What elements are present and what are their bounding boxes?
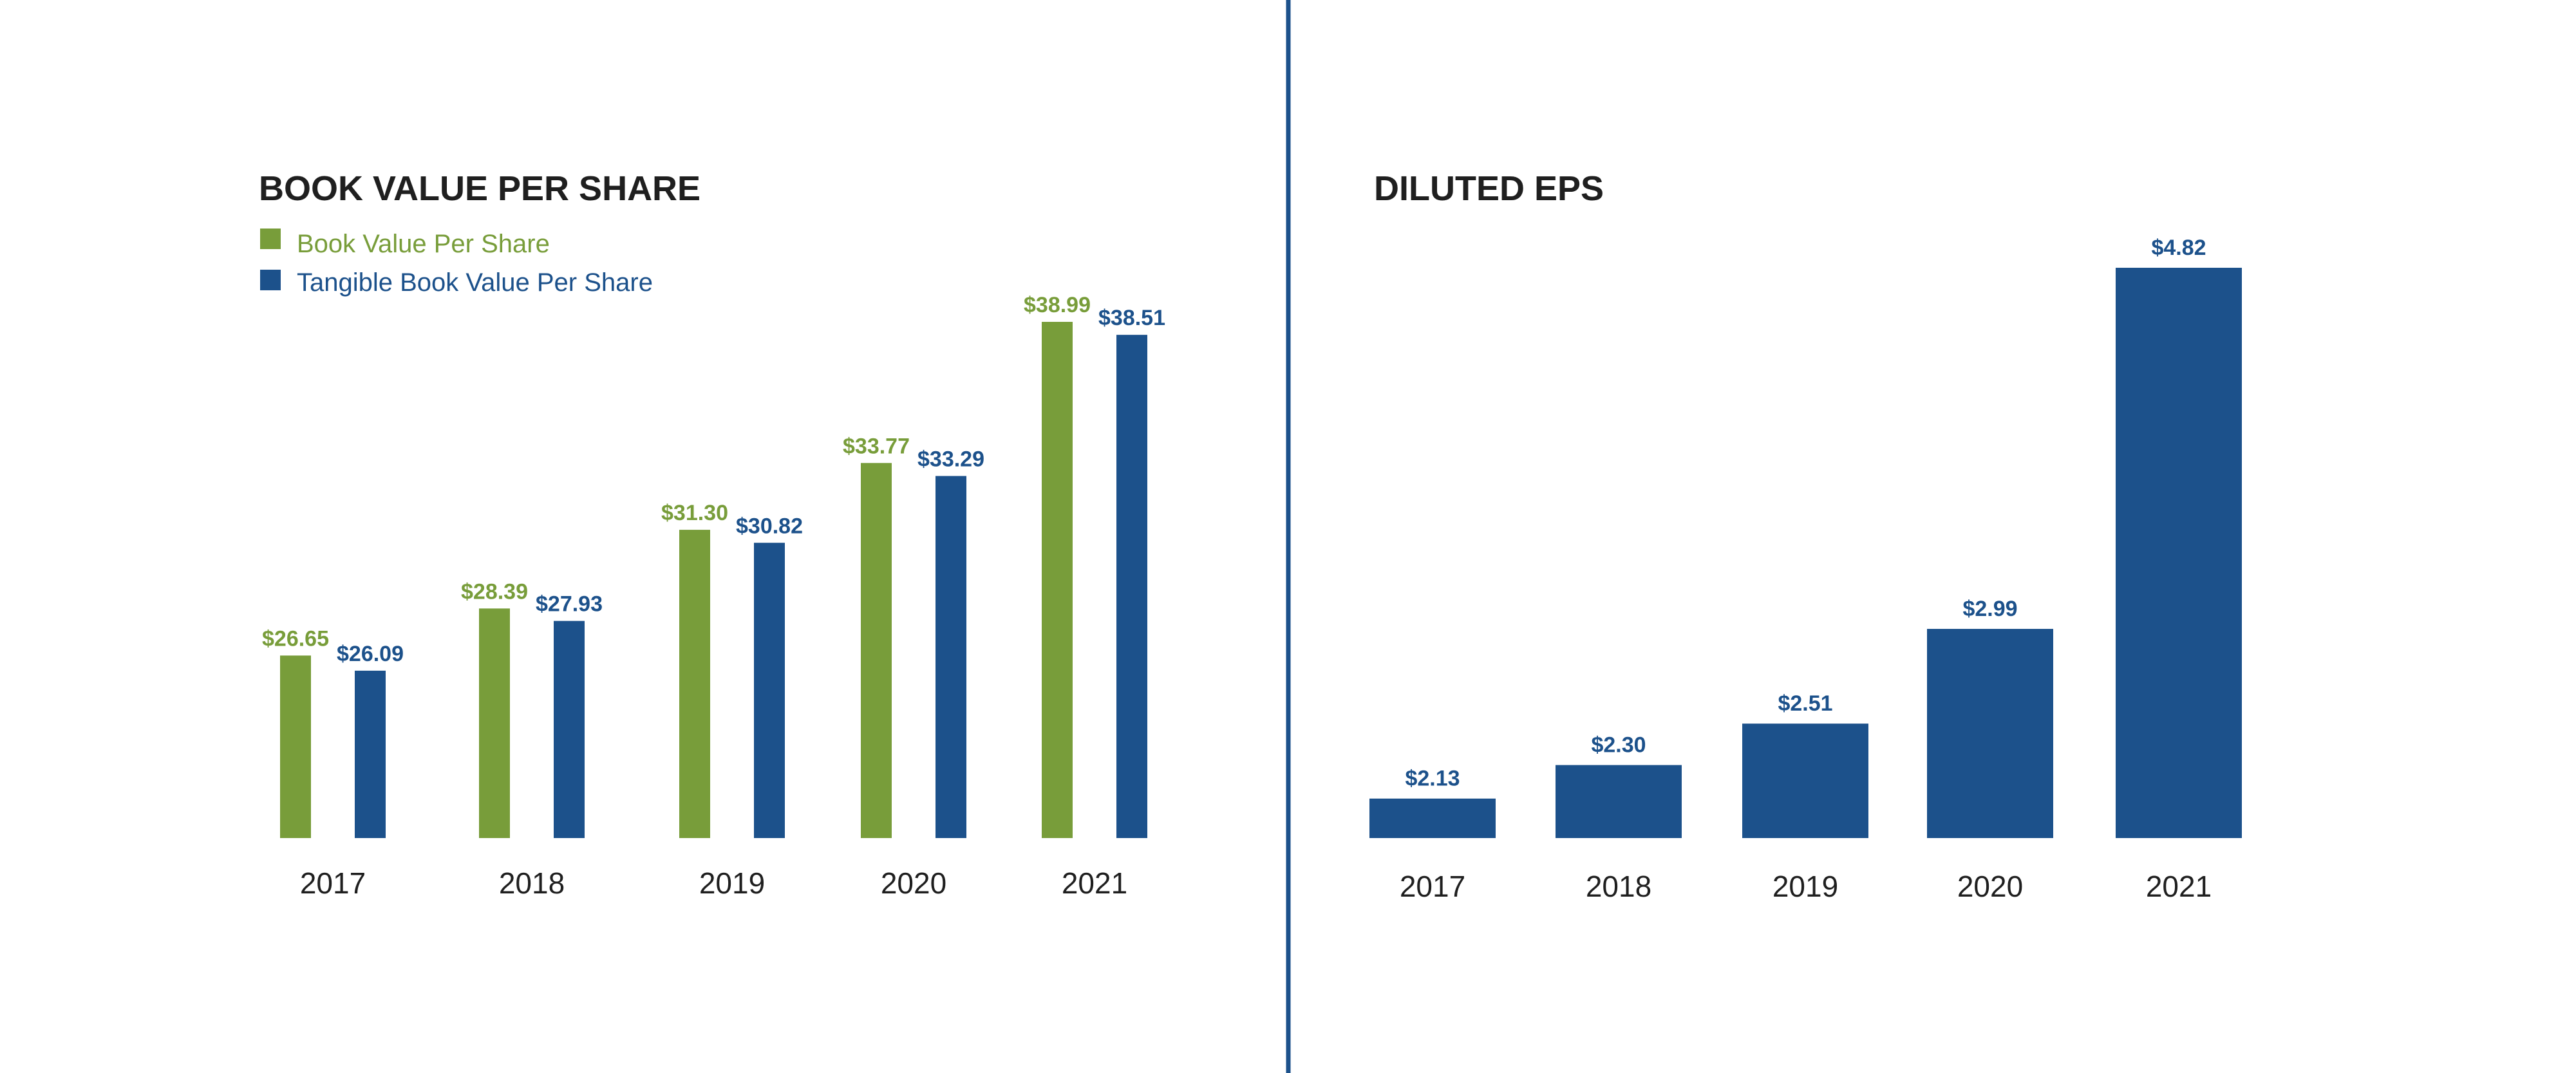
- data-label-book-value-2019: $31.30: [661, 501, 728, 525]
- book-value-title: BOOK VALUE PER SHARE: [259, 169, 700, 208]
- legend-label-book-value: Book Value Per Share: [297, 230, 550, 258]
- x-tick-2021: 2021: [2146, 870, 2212, 903]
- legend-swatch-book-value: [260, 229, 281, 249]
- bar-book-value-2017: [280, 655, 311, 838]
- diluted-eps-chart: DILUTED EPS $2.132017$2.302018$2.512019$…: [1369, 169, 2242, 903]
- data-label-diluted-eps-2019: $2.51: [1778, 691, 1832, 716]
- x-tick-2019: 2019: [699, 866, 765, 900]
- data-label-diluted-eps-2021: $4.82: [2151, 236, 2206, 260]
- x-tick-2019: 2019: [1772, 870, 1838, 903]
- data-label-diluted-eps-2018: $2.30: [1591, 733, 1646, 758]
- data-label-diluted-eps-2017: $2.13: [1405, 767, 1460, 791]
- book-value-chart: BOOK VALUE PER SHARE Book Value Per Shar…: [259, 169, 1165, 900]
- x-tick-2018: 2018: [499, 866, 565, 900]
- data-label-book-value-2018: $28.39: [461, 579, 528, 604]
- bar-diluted-eps-2017: [1369, 798, 1496, 838]
- x-tick-2021: 2021: [1062, 866, 1127, 900]
- diluted-eps-title: DILUTED EPS: [1374, 169, 1604, 208]
- bar-diluted-eps-2020: [1927, 629, 2053, 838]
- bar-tangible-book-value-2017: [355, 670, 386, 838]
- x-tick-2020: 2020: [881, 866, 946, 900]
- bar-book-value-2018: [479, 608, 510, 838]
- bar-diluted-eps-2019: [1742, 723, 1868, 838]
- data-label-book-value-2017: $26.65: [262, 626, 329, 651]
- data-label-tangible-book-value-2020: $33.29: [917, 447, 984, 471]
- bar-book-value-2020: [861, 463, 892, 838]
- data-label-book-value-2020: $33.77: [843, 434, 910, 458]
- book-value-bars: $26.65 $26.09 2017 $28.39 $27.93 2018 $31.30 $3…: [262, 293, 1165, 900]
- bar-tangible-book-value-2018: [554, 620, 585, 838]
- bar-book-value-2019: [679, 530, 710, 838]
- data-label-tangible-book-value-2018: $27.93: [536, 592, 603, 617]
- bar-book-value-2021: [1042, 322, 1073, 838]
- data-label-book-value-2021: $38.99: [1024, 293, 1091, 317]
- bar-tangible-book-value-2020: [935, 476, 966, 838]
- x-tick-2017: 2017: [300, 866, 366, 900]
- x-tick-2018: 2018: [1586, 870, 1651, 903]
- legend-label-tangible-book-value: Tangible Book Value Per Share: [297, 268, 653, 297]
- bar-tangible-book-value-2019: [754, 543, 785, 838]
- diluted-eps-bars: $2.13 2017 $2.30 2018 $2.51 2019 $2.99 2020 $4.8…: [1369, 236, 2242, 903]
- data-label-diluted-eps-2020: $2.99: [1962, 597, 2017, 621]
- legend-swatch-tangible-book-value: [260, 270, 281, 290]
- x-tick-2020: 2020: [1957, 870, 2023, 903]
- data-label-tangible-book-value-2021: $38.51: [1098, 306, 1165, 330]
- x-tick-2017: 2017: [1400, 870, 1465, 903]
- bar-diluted-eps-2018: [1556, 765, 1682, 838]
- bar-tangible-book-value-2021: [1116, 335, 1147, 838]
- data-label-tangible-book-value-2017: $26.09: [337, 642, 404, 666]
- bar-diluted-eps-2021: [2116, 268, 2242, 838]
- data-label-tangible-book-value-2019: $30.82: [736, 514, 803, 538]
